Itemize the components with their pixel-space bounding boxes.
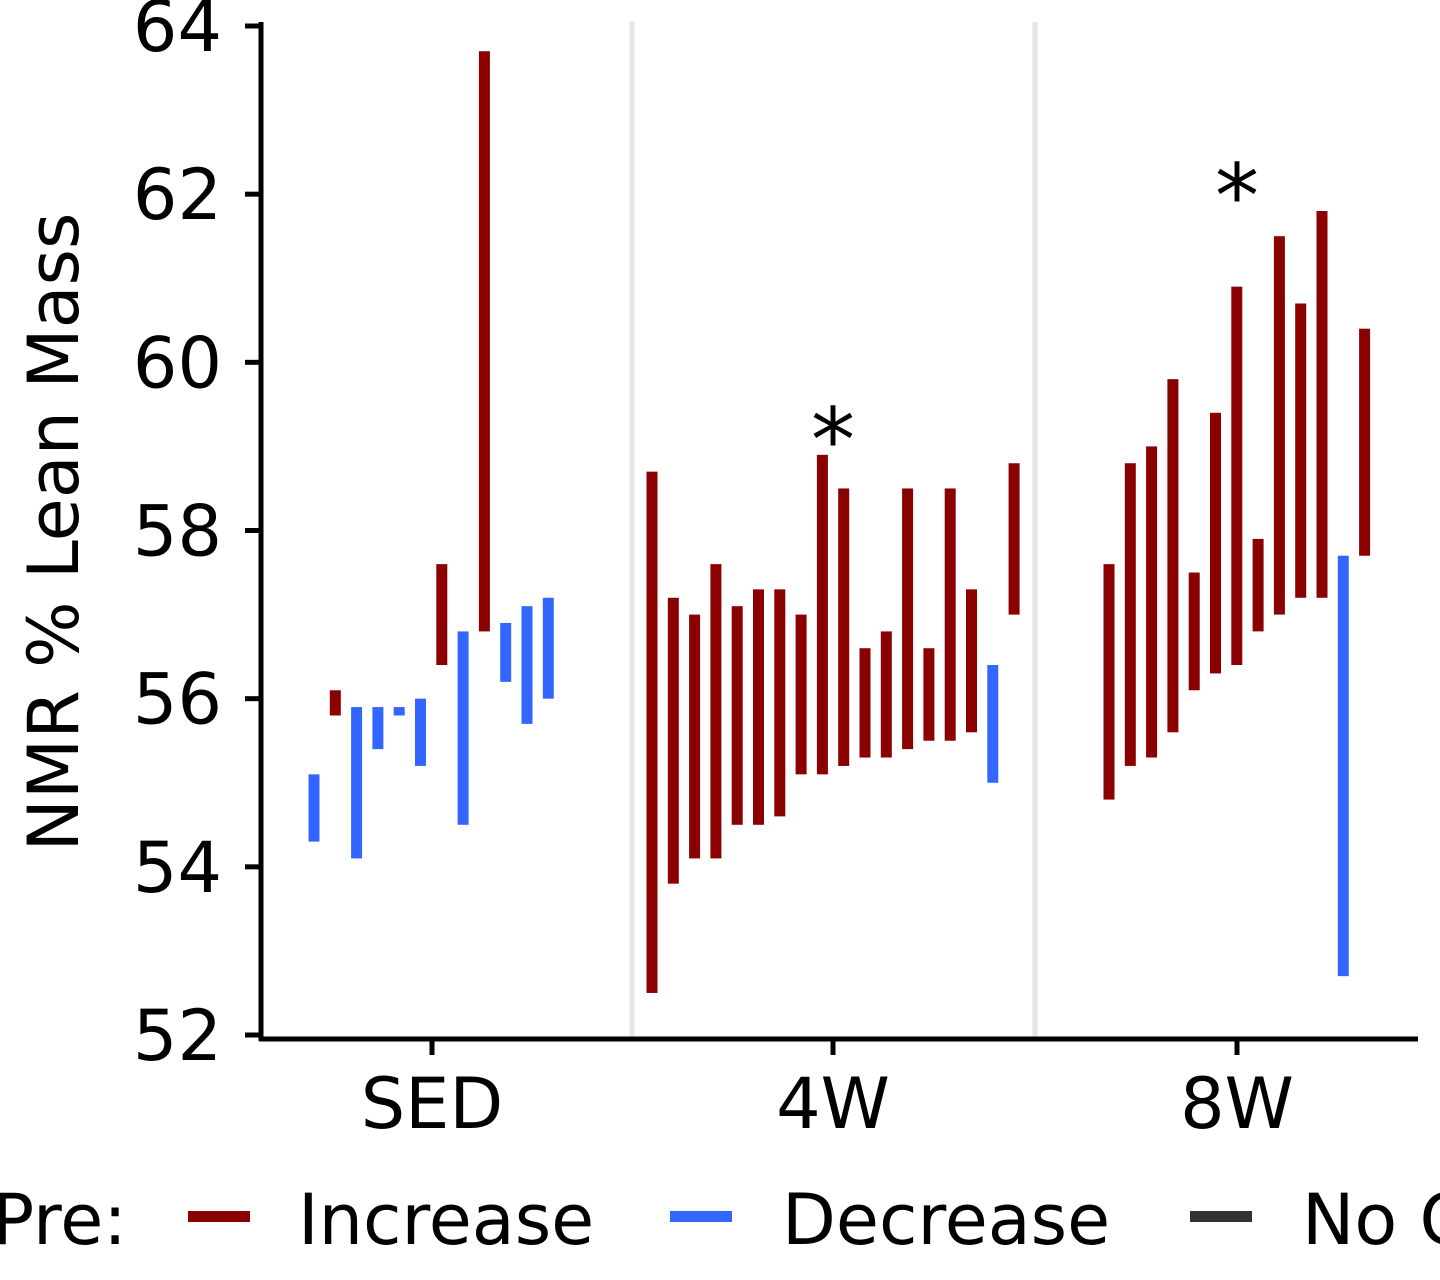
range-bar-increase [1146, 446, 1158, 758]
range-bar-increase [478, 51, 490, 632]
range-bar-decrease [372, 707, 384, 750]
range-bar-increase [1231, 286, 1243, 666]
range-bar-increase [1252, 538, 1264, 632]
range-bar-decrease [351, 707, 363, 859]
range-bar-increase [646, 471, 658, 993]
legend-title: Pre: [0, 1179, 127, 1261]
range-bar-decrease [415, 698, 426, 766]
range-bar-increase [966, 589, 977, 733]
range-bar-increase [774, 589, 786, 817]
legend-key [1190, 1211, 1252, 1222]
range-bar-increase [1359, 328, 1371, 556]
range-bar-increase [944, 488, 956, 741]
range-bar-increase [436, 564, 448, 666]
legend-label: Increase [298, 1179, 594, 1261]
legend: Pre: Increase Decrease No C [0, 1179, 1440, 1261]
plot-bars [308, 51, 1371, 993]
range-bar-increase [329, 690, 341, 716]
range-bar-decrease [308, 774, 320, 842]
range-bar-increase [1295, 303, 1307, 598]
range-bar-increase [753, 589, 764, 825]
y-tick-label: 62 [133, 154, 222, 236]
range-bar-increase [689, 614, 701, 859]
legend-key [670, 1211, 732, 1222]
range-bar-increase [1167, 379, 1179, 733]
range-bar-decrease [521, 606, 533, 724]
range-bar-increase [859, 648, 871, 758]
y-tick-label: 56 [133, 659, 222, 741]
y-tick-label: 64 [133, 0, 222, 68]
range-bar-decrease [457, 631, 469, 825]
y-tick-label: 60 [133, 322, 222, 404]
range-bar-increase [1124, 463, 1136, 766]
range-bar-increase [1188, 572, 1200, 691]
y-axis-title: NMR % Lean Mass [13, 213, 95, 852]
significance-annotations: ** [811, 145, 1259, 492]
range-bar-decrease [542, 597, 554, 699]
range-bar-increase [923, 648, 935, 741]
significance-star: * [811, 389, 855, 492]
range-bar-increase [838, 488, 850, 766]
x-tick-label: SED [361, 1063, 504, 1145]
range-bar-increase [880, 631, 892, 758]
significance-star: * [1215, 145, 1259, 248]
range-bar-increase [816, 454, 828, 775]
range-bar-increase [1103, 564, 1115, 800]
legend-label: No C [1302, 1179, 1440, 1261]
x-ticks: SED 4W 8W [361, 1039, 1294, 1145]
range-bar-increase [710, 564, 722, 859]
range-bar-increase [1008, 463, 1020, 615]
range-bar-increase [795, 614, 807, 775]
range-bar-increase [1273, 236, 1285, 615]
group-separators [629, 22, 1038, 1037]
range-bar-decrease [500, 622, 512, 682]
x-tick-label: 8W [1180, 1063, 1294, 1145]
x-tick-label: 4W [776, 1063, 890, 1145]
range-bar-increase [731, 606, 743, 825]
range-bar-decrease [987, 665, 999, 783]
range-bar-increase [1210, 412, 1221, 674]
y-ticks: 52 54 56 58 60 62 64 [133, 0, 261, 1077]
range-bar-increase [1316, 210, 1328, 598]
range-bar-decrease [393, 707, 405, 716]
y-tick-label: 58 [133, 491, 222, 573]
range-bar-decrease [1337, 555, 1349, 977]
legend-label: Decrease [782, 1179, 1110, 1261]
range-bar-increase [667, 597, 679, 884]
y-tick-label: 54 [133, 827, 222, 909]
range-bar-increase [902, 488, 914, 750]
legend-key [188, 1211, 250, 1222]
y-tick-label: 52 [133, 995, 222, 1077]
